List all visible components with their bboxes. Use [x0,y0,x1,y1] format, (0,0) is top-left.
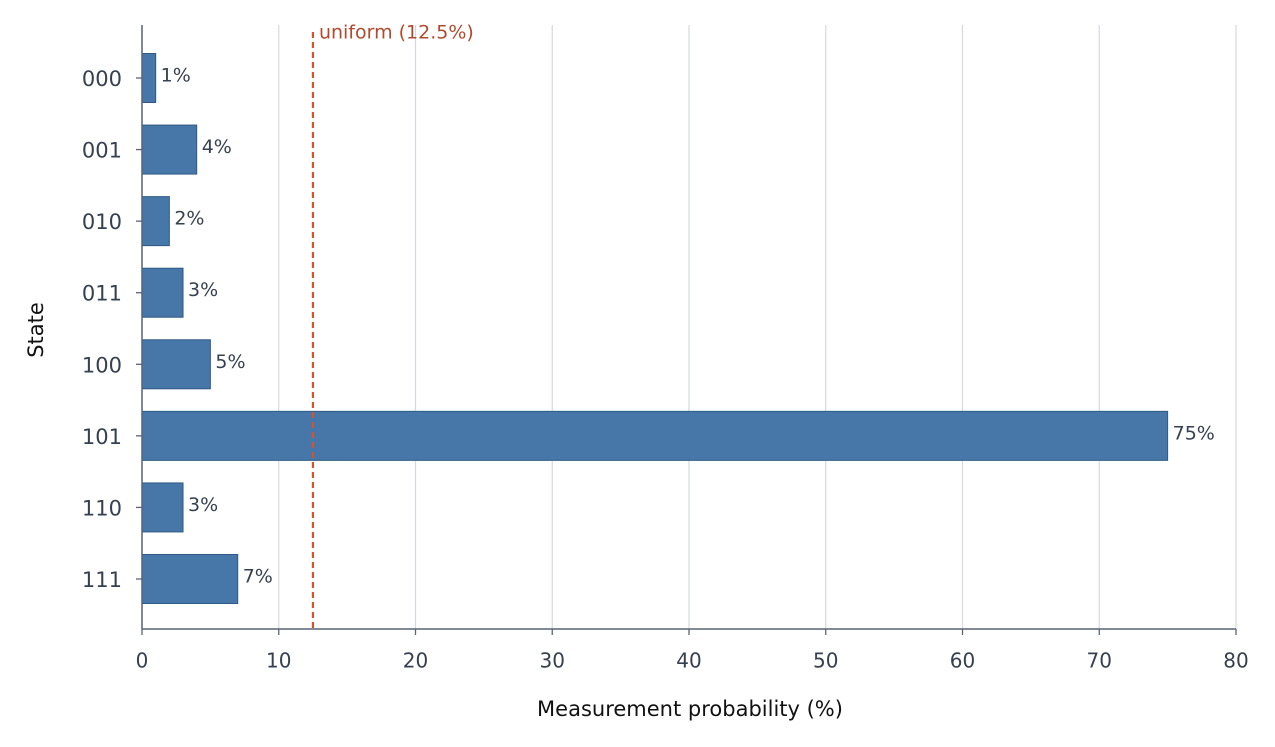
value-label: 4% [202,136,232,158]
bar [141,482,184,533]
y-tick-label: 110 [82,496,122,520]
bar [141,410,1169,461]
x-tick-label: 0 [136,649,149,673]
value-label: 7% [243,566,273,588]
x-tick-label: 30 [540,649,565,673]
y-tick-label: 111 [82,568,122,592]
x-tick-label: 60 [950,649,975,673]
y-tick-label: 000 [82,67,122,91]
x-tick-label: 80 [1223,649,1248,673]
y-tick-label: 101 [82,425,122,449]
y-axis-label: State [24,302,48,358]
y-tick-label: 001 [82,139,122,163]
bar [141,554,239,604]
value-label: 5% [215,351,245,373]
value-label: 1% [161,65,191,87]
x-tick-label: 50 [813,649,838,673]
y-tick-label: 010 [82,210,122,234]
bar [141,267,184,318]
bar [141,53,157,103]
x-tick-label: 10 [266,649,291,673]
bar [141,339,211,390]
x-tick-label: 70 [1087,649,1112,673]
y-tick-label: 100 [82,353,122,377]
bar [141,196,170,247]
x-tick-label: 40 [676,649,701,673]
value-label: 3% [188,494,218,516]
value-label: 3% [188,279,218,301]
bar [141,124,198,175]
reference-label: uniform (12.5%) [319,22,474,44]
value-label: 75% [1173,422,1215,444]
x-tick-label: 20 [403,649,428,673]
x-axis-label: Measurement probability (%) [537,697,843,721]
y-tick-label: 011 [82,282,122,306]
value-label: 2% [174,208,204,230]
